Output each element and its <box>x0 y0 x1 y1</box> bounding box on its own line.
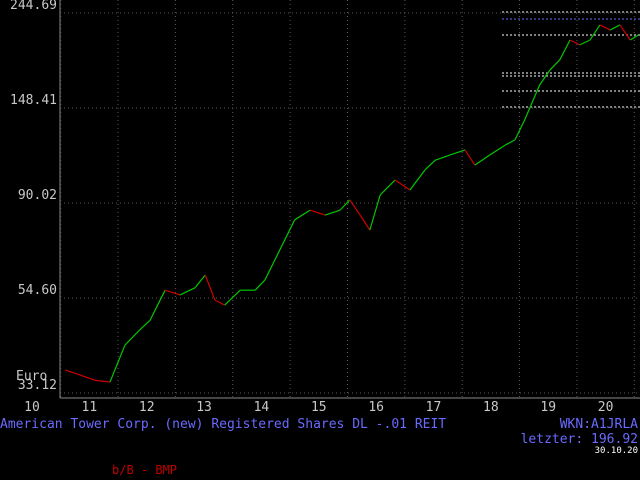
x-tick-label: 15 <box>311 400 327 415</box>
price-segment <box>599 24 611 31</box>
price-segment <box>474 154 491 166</box>
price-segment <box>264 249 281 281</box>
price-segment <box>424 159 436 171</box>
x-tick-label: 12 <box>139 400 155 415</box>
price-segment <box>194 274 206 289</box>
x-tick-label: 17 <box>426 400 442 415</box>
price-segment <box>629 34 639 41</box>
y-tick-label: 33.12 <box>18 378 57 393</box>
price-segment <box>619 24 631 41</box>
price-segment <box>204 274 216 301</box>
price-segment <box>524 84 541 121</box>
x-tick-label: 18 <box>483 400 499 415</box>
price-segment <box>359 214 371 231</box>
price-segment <box>349 199 361 216</box>
price-segment <box>294 209 311 221</box>
last-price-label: letzter: 196.92 <box>521 432 638 447</box>
y-tick-label: 244.69 <box>10 0 57 13</box>
price-segment <box>224 289 241 306</box>
price-segment <box>549 59 561 71</box>
price-segment <box>139 319 151 331</box>
price-segment <box>579 39 591 46</box>
y-tick-label: 54.60 <box>18 283 57 298</box>
price-segment <box>164 289 181 296</box>
marker-lines <box>502 11 640 108</box>
date-label: 30.10.20 <box>595 446 638 456</box>
price-segment <box>589 24 601 41</box>
y-tick-label: 90.02 <box>18 188 57 203</box>
wkn-label: WKN:A1JRLA <box>560 417 638 432</box>
price-segment <box>489 144 506 156</box>
x-tick-label: 16 <box>368 400 384 415</box>
x-tick-label: 13 <box>196 400 212 415</box>
price-segment <box>394 179 411 191</box>
price-segment <box>539 69 551 86</box>
price-segment <box>214 299 225 306</box>
price-segment <box>279 219 296 251</box>
price-segment <box>609 24 621 31</box>
price-segment <box>379 179 396 196</box>
x-tick-label: 14 <box>254 400 270 415</box>
x-tick-label: 20 <box>598 400 614 415</box>
price-segment <box>464 149 476 166</box>
price-segment <box>124 329 141 346</box>
x-tick-label: 11 <box>82 400 98 415</box>
price-segment <box>569 39 581 46</box>
price-segment <box>409 169 426 191</box>
price-segment <box>149 289 166 321</box>
price-segment <box>435 154 451 161</box>
price-segment <box>504 139 516 146</box>
price-segment <box>449 149 466 156</box>
price-segment <box>254 279 266 291</box>
price-segment <box>95 379 111 383</box>
price-segment <box>79 374 96 381</box>
y-tick-label: 148.41 <box>10 93 57 108</box>
price-segment <box>65 369 81 376</box>
price-segment <box>559 39 571 61</box>
y-unit-label: Euro <box>16 369 47 384</box>
x-tick-label: 10 <box>24 400 40 415</box>
price-segment <box>310 209 326 216</box>
x-tick-label: 19 <box>540 400 556 415</box>
source-label: b/B - BMP <box>112 463 177 477</box>
chart-title: American Tower Corp. (new) Registered Sh… <box>0 417 446 432</box>
price-segment <box>369 194 381 231</box>
price-segment <box>339 199 351 211</box>
price-segment <box>324 209 341 216</box>
price-segment <box>179 287 196 296</box>
price-segment <box>514 119 526 141</box>
price-segment <box>109 344 126 383</box>
